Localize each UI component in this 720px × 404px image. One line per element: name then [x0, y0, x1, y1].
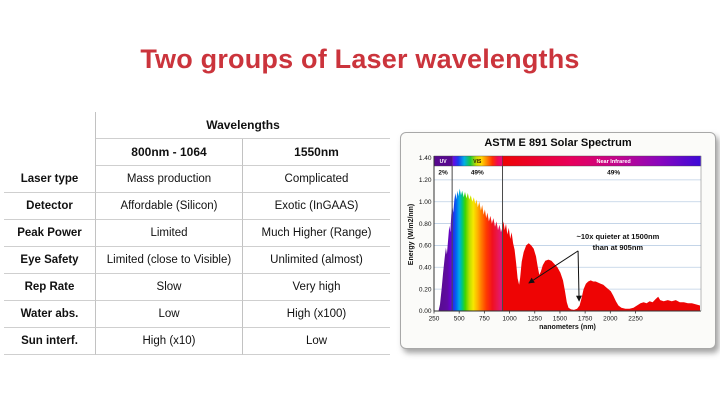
row-label: Eye Safety — [4, 247, 96, 274]
group-header-cell: Wavelengths — [96, 112, 390, 139]
cell-1550nm: Complicated — [243, 166, 390, 193]
cell-1550nm: Very high — [243, 274, 390, 301]
svg-text:nanometers (nm): nanometers (nm) — [539, 324, 596, 331]
table-corner-cell — [4, 112, 96, 166]
row-label: Water abs. — [4, 301, 96, 328]
svg-text:1250: 1250 — [528, 316, 543, 323]
solar-spectrum-chart: UV 2% VIS 49% Near Infrared 49% 1.40 1.20 1.00 0.… — [408, 155, 702, 331]
cell-800nm: Mass production — [96, 166, 243, 193]
svg-text:1500: 1500 — [553, 316, 568, 323]
row-label: Peak Power — [4, 220, 96, 247]
chart-title: ASTM E 891 Solar Spectrum — [484, 137, 632, 149]
comparison-table: Wavelengths 800nm - 1064 1550nm Laser ty… — [4, 112, 390, 355]
slide-title: Two groups of Laser wavelengths — [140, 44, 580, 74]
cell-1550nm: Low — [243, 328, 390, 355]
svg-text:49%: 49% — [471, 170, 484, 177]
row-label: Sun interf. — [4, 328, 96, 355]
row-label: Detector — [4, 193, 96, 220]
svg-text:49%: 49% — [607, 170, 620, 177]
band-bar: UV 2% VIS 49% Near Infrared 49% — [433, 155, 702, 177]
row-label: Rep Rate — [4, 274, 96, 301]
svg-text:250: 250 — [429, 316, 440, 323]
column-header-800nm: 800nm - 1064 — [96, 139, 243, 166]
column-header-1550nm: 1550nm — [243, 139, 390, 166]
svg-text:0.80: 0.80 — [419, 221, 432, 228]
cell-800nm: High (x10) — [96, 328, 243, 355]
svg-text:750: 750 — [479, 316, 490, 323]
svg-text:1.40: 1.40 — [419, 155, 432, 162]
svg-text:2000: 2000 — [603, 316, 618, 323]
chart-card: UV 2% VIS 49% Near Infrared 49% 1.40 1.20 1.00 0.… — [400, 132, 716, 349]
cell-800nm: Limited (close to Visible) — [96, 247, 243, 274]
annotation: ~10x quieter at 1500nm than at 905nm — [528, 232, 660, 302]
cell-1550nm: High (x100) — [243, 301, 390, 328]
cell-800nm: Affordable (Silicon) — [96, 193, 243, 220]
cell-1550nm: Unlimited (almost) — [243, 247, 390, 274]
svg-text:2250: 2250 — [628, 316, 643, 323]
cell-800nm: Limited — [96, 220, 243, 247]
svg-text:0.20: 0.20 — [419, 286, 432, 293]
cell-1550nm: Much Higher (Range) — [243, 220, 390, 247]
spectrum-area — [438, 188, 700, 311]
svg-text:VIS: VIS — [473, 159, 482, 165]
svg-text:500: 500 — [454, 316, 465, 323]
svg-text:Near Infrared: Near Infrared — [597, 159, 631, 165]
svg-text:than at 905nm: than at 905nm — [593, 243, 644, 252]
svg-text:0.00: 0.00 — [419, 308, 432, 315]
svg-text:1750: 1750 — [578, 316, 593, 323]
cell-1550nm: Exotic (InGAAS) — [243, 193, 390, 220]
svg-text:0.40: 0.40 — [419, 264, 432, 271]
svg-text:UV: UV — [440, 159, 448, 165]
svg-text:~10x quieter at 1500nm: ~10x quieter at 1500nm — [576, 232, 659, 241]
svg-text:0.60: 0.60 — [419, 243, 432, 250]
svg-text:1000: 1000 — [502, 316, 517, 323]
cell-800nm: Low — [96, 301, 243, 328]
row-label: Laser type — [4, 166, 96, 193]
svg-text:1.20: 1.20 — [419, 177, 432, 184]
svg-text:Energy (W/m2/nm): Energy (W/m2/nm) — [408, 204, 415, 265]
svg-text:2%: 2% — [438, 170, 448, 177]
cell-800nm: Slow — [96, 274, 243, 301]
svg-text:1.00: 1.00 — [419, 199, 432, 206]
